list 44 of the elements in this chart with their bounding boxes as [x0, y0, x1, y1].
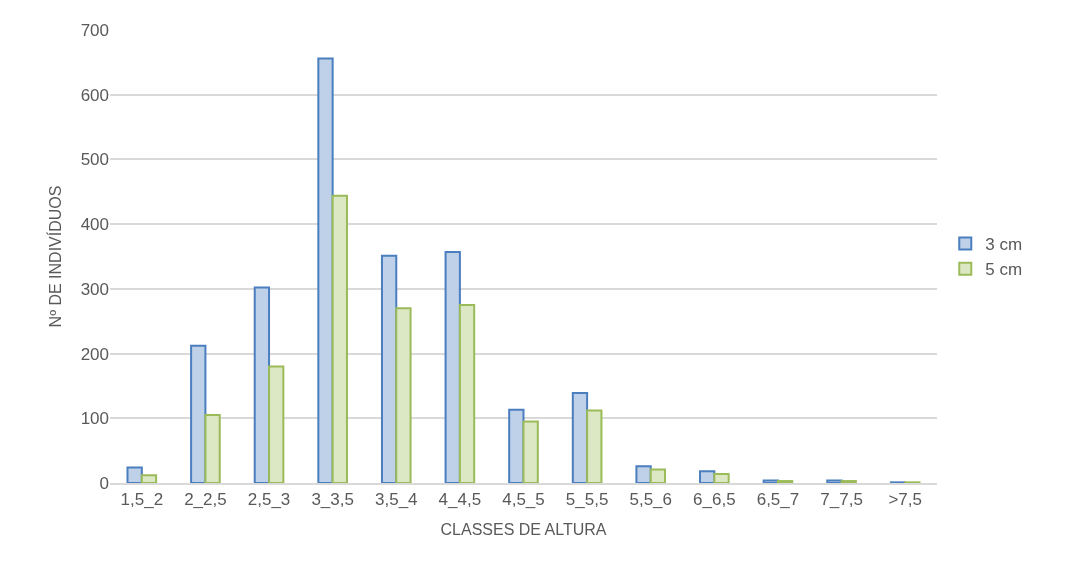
bar [395, 307, 412, 483]
bar [190, 344, 207, 483]
y-tick-label: 500 [80, 150, 109, 170]
legend-label: 3 cm [985, 235, 1023, 255]
bar [586, 409, 603, 483]
x-tick-label: 1,5_2 [120, 490, 164, 510]
x-tick-label: 3_3,5 [311, 490, 354, 510]
x-tick-label: 5,5_6 [629, 490, 672, 510]
x-tick-label: >7,5 [888, 490, 922, 510]
bar [826, 479, 843, 483]
bar [268, 365, 285, 483]
x-tick-label: 2_2,5 [184, 490, 227, 510]
x-tick-label: 6_6,5 [693, 490, 736, 510]
y-tick-label: 400 [80, 215, 109, 235]
bar [458, 304, 476, 483]
y-tick-label: 200 [80, 344, 109, 364]
bar [317, 57, 334, 483]
x-tick-label: 7_7,5 [820, 490, 863, 510]
bar [508, 408, 525, 483]
x-tick-label: 5_5,5 [565, 490, 609, 510]
x-tick-label: 4_4,5 [438, 490, 482, 510]
legend-label: 5 cm [985, 260, 1023, 280]
x-tick-label: 2,5_3 [247, 490, 291, 510]
bar [140, 474, 158, 483]
x-tick-label: 4,5_5 [502, 490, 545, 510]
bar [204, 414, 221, 483]
y-tick-label: 100 [80, 409, 109, 429]
bar [649, 468, 667, 483]
bar [635, 465, 652, 483]
bar [253, 286, 271, 483]
bar [713, 472, 730, 483]
y-tick-label: 0 [99, 473, 109, 493]
bar [699, 470, 716, 483]
y-tick-label: 300 [80, 279, 109, 299]
x-axis-title: CLASSES DE ALTURA [440, 520, 607, 538]
bar [126, 466, 143, 483]
x-tick-label: 6,5_7 [756, 490, 800, 510]
bar [762, 479, 779, 483]
x-tick-label: 3,5_4 [375, 490, 418, 510]
y-tick-label: 700 [80, 20, 109, 40]
y-tick-label: 600 [80, 85, 109, 105]
y-axis-title: Nº DE INDIVÍDUOS [45, 185, 64, 328]
bar [522, 420, 539, 483]
bar [331, 194, 348, 483]
